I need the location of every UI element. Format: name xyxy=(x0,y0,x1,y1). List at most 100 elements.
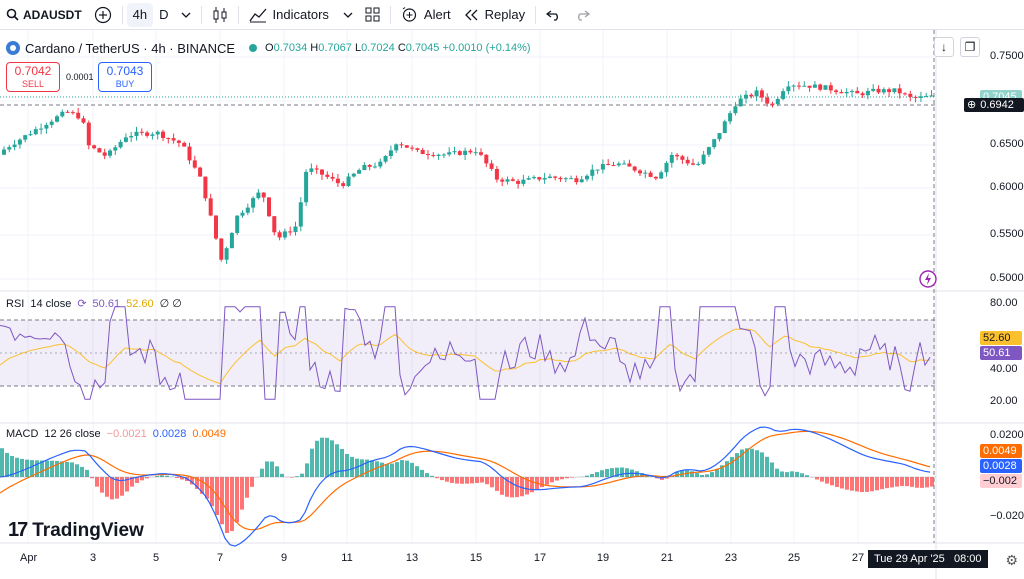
macd-histogram-bar xyxy=(210,477,214,507)
candle-up xyxy=(744,94,748,99)
macd-histogram-bar xyxy=(520,477,524,497)
candle-down xyxy=(685,159,690,164)
redo-button[interactable] xyxy=(568,0,596,30)
macd-histogram-bar xyxy=(270,461,274,477)
search-icon xyxy=(6,8,19,21)
fullscreen-button[interactable]: ❐ xyxy=(960,37,980,57)
candle-up xyxy=(229,232,234,249)
macd-histogram-bar xyxy=(585,475,589,477)
macd-histogram-bar xyxy=(145,477,149,479)
macd-histogram-bar xyxy=(720,465,724,477)
lightning-icon[interactable] xyxy=(919,270,937,288)
candle-down xyxy=(426,154,430,156)
macd-histogram-bar xyxy=(610,468,614,477)
alert-button[interactable]: Alert xyxy=(395,0,457,30)
macd-histogram-bar xyxy=(20,458,24,477)
candle-down xyxy=(208,198,213,216)
macd-histogram-bar xyxy=(350,456,354,477)
candle-down xyxy=(341,183,346,186)
macd-histogram-bar xyxy=(230,477,234,532)
candle-down xyxy=(81,118,86,123)
close-value: 0.7045 xyxy=(405,42,440,54)
interval-4h[interactable]: 4h xyxy=(126,2,154,27)
macd-histogram-bar xyxy=(365,459,369,477)
candle-up xyxy=(251,198,256,208)
macd-histogram-bar xyxy=(860,477,864,493)
price-candles xyxy=(2,81,934,264)
candle-down xyxy=(65,111,70,113)
candle-down xyxy=(510,179,515,181)
macd-histogram-bar xyxy=(55,460,59,477)
settings-gear-icon[interactable]: ⚙ xyxy=(1005,552,1018,568)
candle-up xyxy=(600,163,605,170)
macd-tick-label: 0.0200 xyxy=(990,429,1024,441)
tradingview-logo[interactable]: 17 TradingView xyxy=(8,519,144,542)
add-circle-icon[interactable]: ⊕ xyxy=(967,99,977,111)
candle-up xyxy=(150,134,155,136)
macd-histogram-bar xyxy=(870,477,874,492)
rsi-ma-line xyxy=(0,328,931,385)
compare-button[interactable] xyxy=(88,0,118,30)
undo-icon xyxy=(546,9,562,21)
candle-up xyxy=(844,91,849,94)
chart-type-button[interactable] xyxy=(206,0,234,30)
chart-canvas[interactable] xyxy=(0,30,1024,579)
macd-histogram-bar xyxy=(930,477,934,487)
rsi-legend: RSI 14 close ⟳ 50.61 52.60 ∅ ∅ xyxy=(6,297,182,311)
layouts-button[interactable] xyxy=(359,0,386,30)
legend-title: Cardano / TetherUS · 4h · BINANCE xyxy=(25,40,236,56)
candle-down xyxy=(86,122,91,146)
macd-histogram-bar xyxy=(555,477,559,481)
time-tick-label: 21 xyxy=(660,552,674,564)
price-tick-label: 0.6000 xyxy=(990,181,1024,193)
macd-histogram-bar xyxy=(205,477,209,499)
buy-button[interactable]: 0.7043 BUY xyxy=(98,62,152,92)
macd-histogram-bar xyxy=(565,477,569,479)
rsi-name: RSI xyxy=(6,297,25,310)
candle-down xyxy=(749,94,754,97)
scroll-down-button[interactable]: ↓ xyxy=(934,37,954,57)
candle-down xyxy=(494,168,499,180)
macd-histogram-bar xyxy=(465,477,469,484)
candle-down xyxy=(648,172,653,177)
candle-up xyxy=(108,150,112,156)
interval-d[interactable]: D xyxy=(159,7,169,22)
candle-down xyxy=(770,103,775,105)
macd-histogram-bar xyxy=(745,448,749,477)
macd-histogram-bar xyxy=(110,477,114,500)
candle-up xyxy=(929,95,934,97)
candle-up xyxy=(738,98,743,107)
macd-histogram-bar xyxy=(235,477,239,523)
macd-histogram-bar xyxy=(280,473,284,477)
indicators-button[interactable]: Indicators xyxy=(243,0,359,30)
macd-histogram-bar xyxy=(590,473,594,477)
top-toolbar: ADAUSDT 4h D Indicators xyxy=(0,0,1024,30)
macd-histogram-bar xyxy=(325,437,329,477)
macd-histogram-bar xyxy=(240,477,244,510)
interval-dropdown[interactable] xyxy=(175,0,197,30)
macd-histogram-bar xyxy=(525,477,529,495)
candle-down xyxy=(680,156,685,160)
change-value: +0.0010 (+0.14%) xyxy=(442,42,531,54)
candle-up xyxy=(473,152,478,154)
replay-button[interactable]: Replay xyxy=(457,0,531,30)
refresh-icon[interactable]: ⟳ xyxy=(77,298,87,310)
candle-up xyxy=(881,89,886,93)
candle-up xyxy=(60,111,65,117)
macd-histogram-bar xyxy=(245,477,249,498)
macd-histogram-bar xyxy=(485,477,489,485)
candle-up xyxy=(224,248,229,260)
cardano-logo-icon xyxy=(6,41,20,55)
undo-button[interactable] xyxy=(540,0,568,30)
candle-down xyxy=(828,85,833,91)
macd-histogram-bar xyxy=(455,477,459,484)
candle-down xyxy=(834,90,839,93)
candle-up xyxy=(113,147,118,151)
candle-up xyxy=(754,90,759,97)
macd-histogram-bar xyxy=(560,477,564,480)
symbol-search[interactable]: ADAUSDT xyxy=(0,0,88,30)
sell-button[interactable]: 0.7042 SELL xyxy=(6,62,60,92)
candle-down xyxy=(606,163,611,166)
price-tick-label: 0.6500 xyxy=(990,138,1024,150)
macd-histogram-bar xyxy=(225,477,229,534)
